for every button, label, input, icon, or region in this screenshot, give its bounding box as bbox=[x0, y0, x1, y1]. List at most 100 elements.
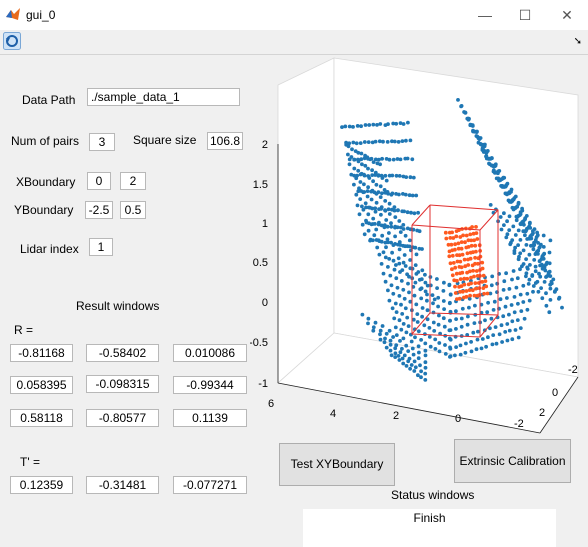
point bbox=[388, 348, 393, 353]
yboundary-min-field[interactable]: -2.5 bbox=[85, 201, 113, 219]
point bbox=[369, 197, 374, 202]
point bbox=[398, 121, 403, 125]
point bbox=[503, 330, 508, 334]
point bbox=[471, 330, 476, 335]
point bbox=[386, 265, 390, 269]
point bbox=[403, 306, 408, 311]
point bbox=[463, 350, 468, 355]
point bbox=[490, 342, 495, 347]
point bbox=[538, 274, 543, 279]
point bbox=[525, 237, 530, 241]
point bbox=[467, 288, 472, 292]
point bbox=[392, 316, 397, 321]
extrinsic-calibration-button[interactable]: Extrinsic Calibration bbox=[454, 439, 571, 483]
point bbox=[385, 237, 390, 242]
close-button[interactable]: ✕ bbox=[561, 7, 573, 23]
point bbox=[480, 337, 485, 341]
point bbox=[525, 291, 530, 296]
point bbox=[351, 125, 355, 129]
minimize-button[interactable]: — bbox=[478, 7, 492, 23]
point bbox=[401, 223, 406, 227]
point bbox=[548, 298, 553, 302]
data-path-field[interactable]: ./sample_data_1 bbox=[87, 88, 240, 106]
point bbox=[437, 349, 442, 354]
point bbox=[465, 322, 470, 327]
point bbox=[494, 176, 499, 181]
point bbox=[364, 205, 368, 210]
point-cloud-3d-plot[interactable]: 2 1.5 1 0.5 0 -0.5 -1 6 4 2 0 -2 -2 0 2 bbox=[250, 55, 588, 437]
point bbox=[476, 261, 480, 266]
point bbox=[354, 141, 359, 146]
yboundary-max-field[interactable]: 0.5 bbox=[120, 201, 146, 219]
point bbox=[539, 286, 543, 290]
point bbox=[448, 236, 453, 240]
r-cell-3-3: 0.1139 bbox=[173, 409, 247, 427]
point bbox=[524, 271, 529, 276]
point bbox=[448, 318, 452, 323]
point bbox=[502, 211, 506, 216]
point bbox=[389, 283, 394, 288]
rotate-3d-icon[interactable] bbox=[3, 32, 21, 50]
point bbox=[454, 317, 458, 321]
point bbox=[518, 267, 522, 272]
point bbox=[476, 140, 481, 145]
point bbox=[510, 337, 515, 342]
point bbox=[400, 312, 405, 316]
point bbox=[420, 247, 424, 251]
point bbox=[444, 236, 449, 241]
point bbox=[455, 278, 459, 283]
point bbox=[374, 200, 379, 205]
xboundary-min-field[interactable]: 0 bbox=[87, 172, 111, 190]
point bbox=[548, 282, 553, 287]
num-pairs-field[interactable]: 3 bbox=[89, 133, 115, 151]
point bbox=[427, 335, 432, 339]
point bbox=[362, 173, 367, 178]
point bbox=[503, 304, 508, 309]
point bbox=[511, 269, 516, 273]
point bbox=[448, 292, 453, 297]
point bbox=[389, 224, 394, 229]
point bbox=[401, 192, 405, 196]
z-axis-ticks: 2 1.5 1 0.5 0 -0.5 -1 bbox=[250, 139, 268, 390]
point bbox=[523, 233, 527, 238]
point bbox=[463, 264, 468, 269]
point bbox=[537, 271, 541, 276]
test-xyboundary-button[interactable]: Test XYBoundary bbox=[279, 443, 395, 486]
point bbox=[521, 229, 526, 234]
point bbox=[416, 356, 421, 361]
point bbox=[468, 232, 473, 237]
maximize-button[interactable]: ☐ bbox=[518, 7, 532, 23]
point bbox=[379, 223, 384, 228]
point bbox=[484, 284, 489, 289]
point bbox=[466, 314, 470, 319]
lidar-index-field[interactable]: 1 bbox=[89, 238, 113, 256]
point bbox=[518, 222, 523, 227]
square-size-field[interactable]: 106.8 bbox=[207, 132, 243, 150]
toolbar-overflow-arrow-icon[interactable]: ➘ bbox=[573, 36, 582, 47]
point bbox=[387, 201, 392, 206]
point bbox=[380, 156, 384, 161]
point bbox=[453, 242, 457, 247]
x-tick: 6 bbox=[268, 398, 274, 410]
point bbox=[504, 235, 509, 240]
point bbox=[468, 256, 473, 261]
point bbox=[390, 306, 395, 311]
point bbox=[417, 277, 422, 282]
point bbox=[393, 346, 398, 351]
point bbox=[457, 228, 461, 233]
point bbox=[459, 240, 464, 245]
point bbox=[366, 228, 371, 233]
r-cell-1-1: -0.81168 bbox=[10, 344, 73, 362]
point bbox=[477, 286, 482, 290]
xboundary-max-field[interactable]: 2 bbox=[120, 172, 146, 190]
point bbox=[501, 288, 506, 292]
point bbox=[408, 366, 412, 371]
point bbox=[447, 336, 452, 341]
point bbox=[391, 121, 396, 126]
point bbox=[469, 349, 474, 354]
point bbox=[457, 296, 462, 301]
point bbox=[363, 201, 368, 206]
point bbox=[510, 277, 514, 282]
point bbox=[378, 122, 383, 126]
point bbox=[430, 293, 435, 297]
